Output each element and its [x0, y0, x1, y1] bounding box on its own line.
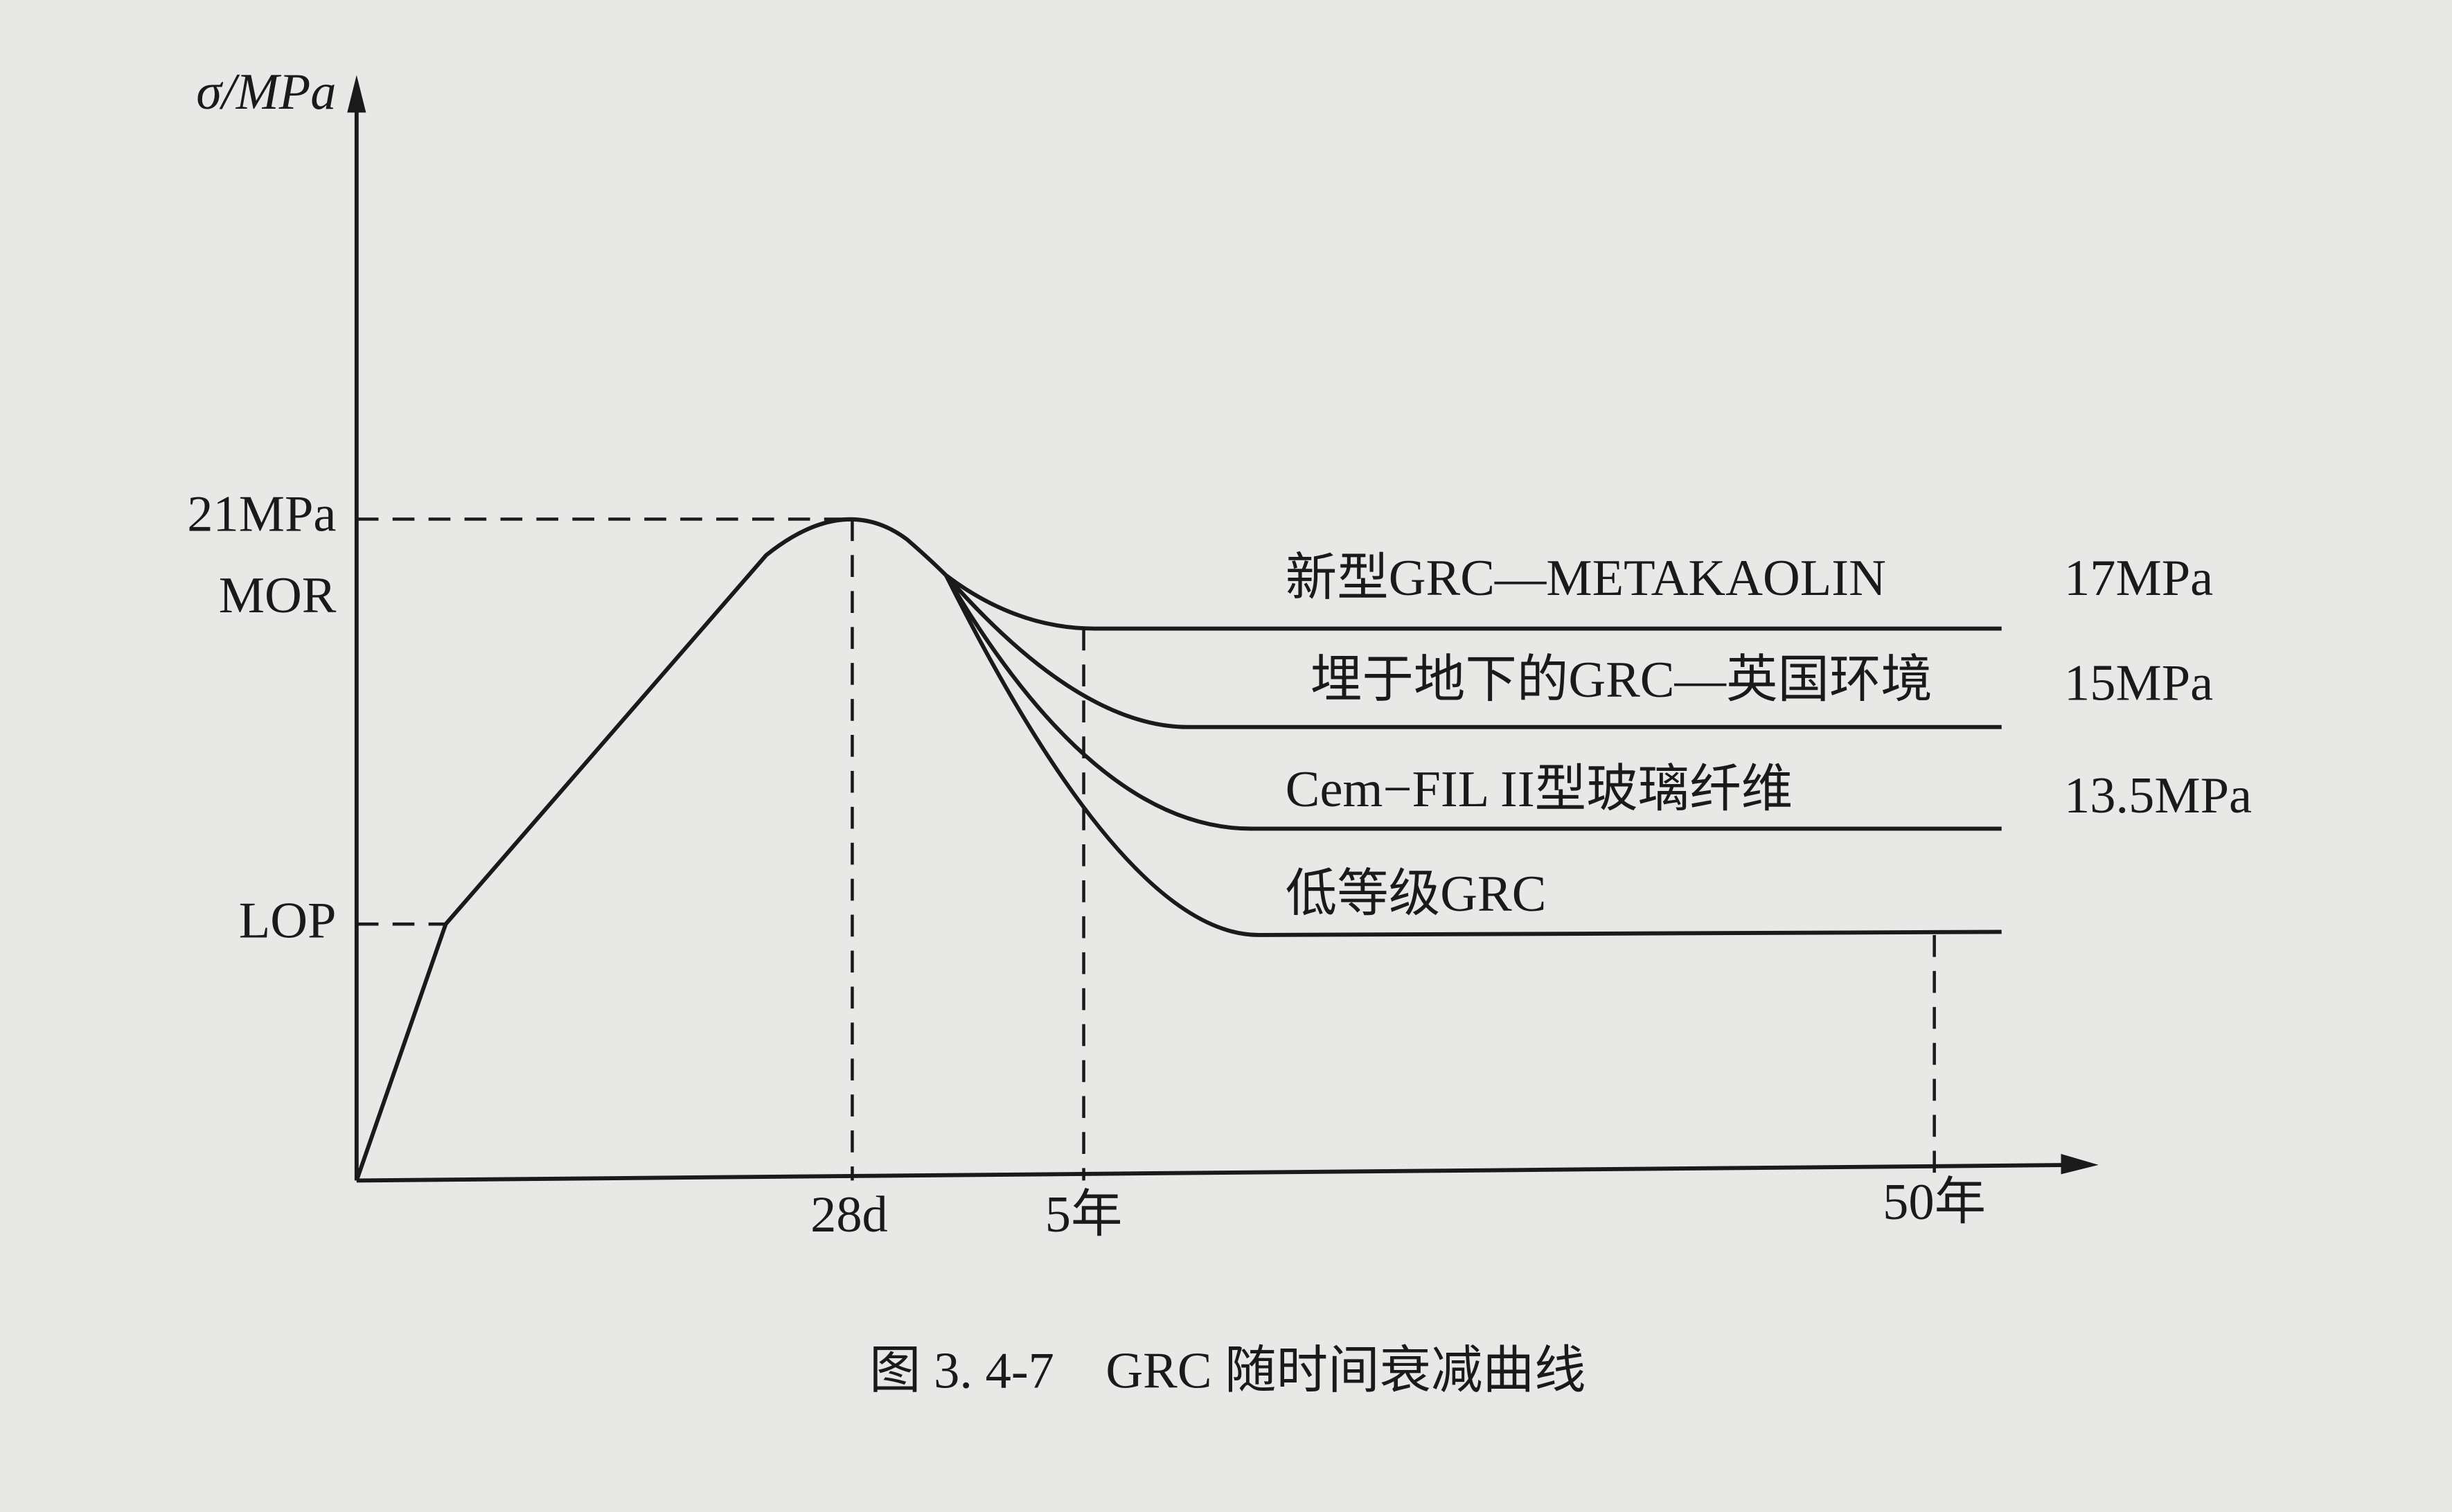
- curve-label: 低等级GRC: [1286, 866, 1547, 923]
- curve-value: 17MPa: [2064, 550, 2213, 607]
- curve-3: [944, 574, 2002, 831]
- x-arrow: [2061, 1154, 2099, 1175]
- caption: 图 3. 4-7 GRC 随时间衰减曲线: [869, 1343, 1586, 1400]
- curve-label: Cem−FIL II型玻璃纤维: [1286, 761, 1793, 818]
- rise-curve: [355, 517, 948, 1182]
- curve-2: [944, 573, 2002, 729]
- x-label: 50年: [1883, 1174, 1986, 1231]
- level-label: LOP: [239, 893, 337, 950]
- level-label: 21MPa: [187, 486, 336, 543]
- curve-label: 新型GRC—METAKAOLIN: [1286, 550, 1886, 607]
- x-label: 5年: [1045, 1186, 1123, 1243]
- x-label: 28d: [810, 1186, 888, 1243]
- curve-value: 13.5MPa: [2064, 767, 2252, 824]
- curve-value: 15MPa: [2064, 655, 2213, 711]
- y-arrow: [347, 75, 366, 113]
- level-label: MOR: [219, 567, 337, 624]
- y-axis-label: σ/MPa: [196, 64, 336, 121]
- x-axis: [356, 1162, 2084, 1183]
- curve-4: [944, 574, 2002, 937]
- curve-1: [945, 573, 2002, 631]
- curve-label: 埋于地下的GRC—英国环境: [1311, 652, 1933, 709]
